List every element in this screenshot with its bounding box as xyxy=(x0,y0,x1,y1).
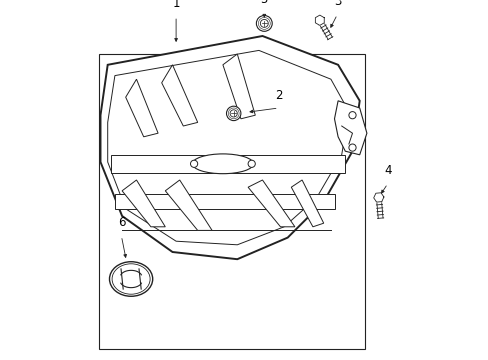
Text: 3: 3 xyxy=(333,0,340,8)
Polygon shape xyxy=(373,193,383,202)
Circle shape xyxy=(226,106,241,121)
Polygon shape xyxy=(291,180,323,227)
Circle shape xyxy=(348,112,355,119)
Text: 2: 2 xyxy=(274,89,282,102)
Bar xyxy=(99,54,365,349)
Polygon shape xyxy=(247,180,294,227)
Ellipse shape xyxy=(109,262,152,296)
Polygon shape xyxy=(223,54,255,119)
Ellipse shape xyxy=(112,264,150,294)
Text: 5: 5 xyxy=(260,0,267,6)
Circle shape xyxy=(247,160,255,167)
Polygon shape xyxy=(125,79,158,137)
Circle shape xyxy=(190,160,197,167)
Text: 4: 4 xyxy=(383,164,391,177)
Circle shape xyxy=(256,15,272,31)
Ellipse shape xyxy=(192,154,253,174)
Polygon shape xyxy=(122,180,165,227)
Text: 6: 6 xyxy=(118,216,125,229)
Polygon shape xyxy=(162,65,197,126)
Polygon shape xyxy=(107,50,348,245)
Polygon shape xyxy=(334,101,366,155)
Polygon shape xyxy=(115,194,334,209)
Polygon shape xyxy=(101,36,359,259)
Polygon shape xyxy=(315,15,324,25)
Circle shape xyxy=(348,144,355,151)
Polygon shape xyxy=(165,180,212,230)
Circle shape xyxy=(260,19,268,27)
Text: 1: 1 xyxy=(172,0,180,10)
Polygon shape xyxy=(111,155,345,173)
Circle shape xyxy=(230,110,237,117)
